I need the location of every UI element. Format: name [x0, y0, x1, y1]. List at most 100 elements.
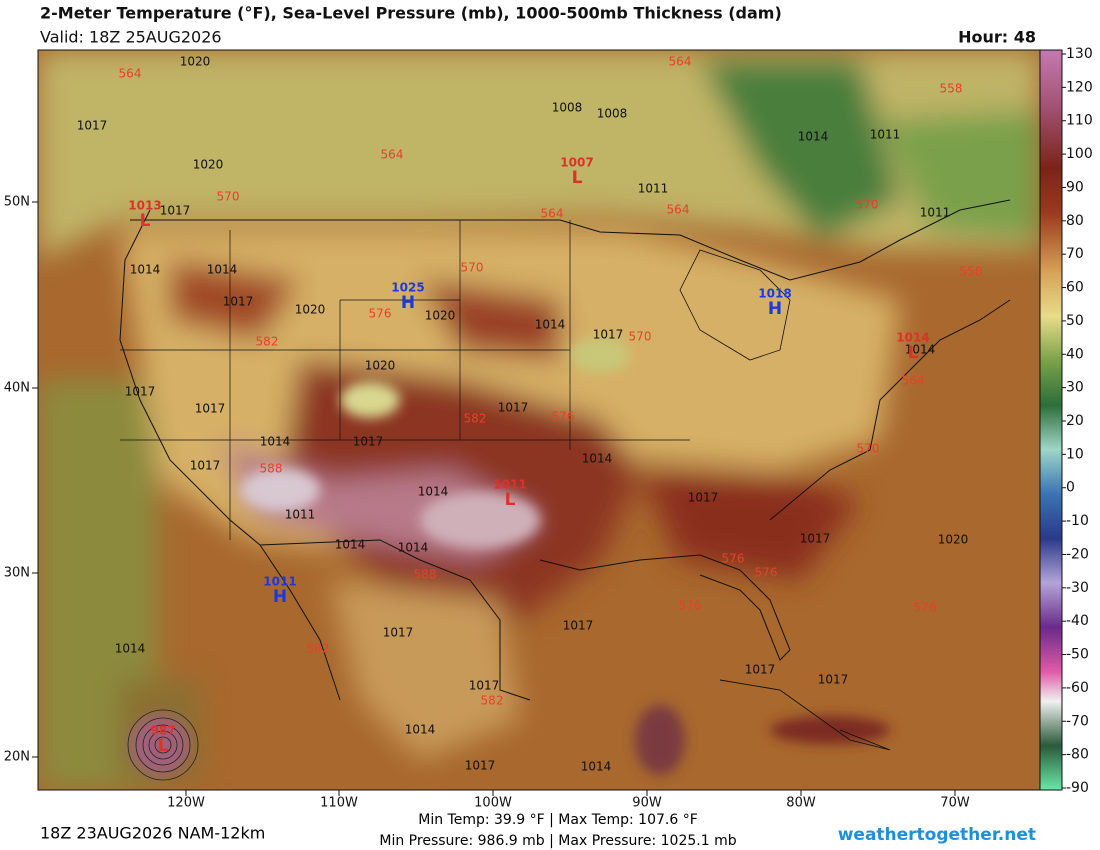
site-credit[interactable]: weathertogether.net — [838, 825, 1036, 845]
boundaries — [119, 199, 1011, 751]
thickness-label: 558 — [960, 265, 983, 279]
cyclone-rings — [127, 709, 199, 781]
colorbar-tick-label: -80 — [1066, 747, 1089, 763]
thickness-label: 564 — [541, 207, 564, 221]
colorbar-tick-label: 70 — [1066, 246, 1084, 262]
thickness-label: 558 — [940, 82, 963, 96]
colorbar-tick-label: 90 — [1066, 179, 1084, 195]
isobar-label: 1017 — [563, 619, 594, 633]
isobar-label: 1014 — [115, 642, 146, 656]
thickness-label: 564 — [902, 374, 925, 388]
colorbar-tick-label: -10 — [1066, 513, 1089, 529]
colorbar-tick-label: -50 — [1066, 647, 1089, 663]
lon-label: 100W — [474, 796, 512, 811]
colorbar-tick-label: 40 — [1066, 346, 1084, 362]
isobar-label: 1017 — [353, 435, 384, 449]
thickness-label: 576 — [679, 599, 702, 613]
lat-label: 30N — [4, 566, 30, 581]
isobar-label: 1017 — [688, 491, 719, 505]
colorbar-tick-label: 130 — [1066, 46, 1093, 62]
isobar-label: 1017 — [745, 663, 776, 677]
isobar-label: 1017 — [190, 459, 221, 473]
lon-label: 80W — [786, 796, 816, 811]
center-pressure: 1025 — [391, 281, 424, 295]
center-symbol: H — [273, 587, 287, 607]
center-symbol: L — [908, 343, 919, 363]
thickness-label: 564 — [669, 55, 692, 69]
isobar-label: 1020 — [295, 303, 326, 317]
isobar-label: 1008 — [552, 101, 583, 115]
colorbar-tick-label: -60 — [1066, 680, 1089, 696]
thickness-label: 570 — [856, 198, 879, 212]
colorbar-tick-label: 20 — [1066, 413, 1084, 429]
colorbar-tick-label: 110 — [1066, 113, 1093, 129]
lat-label: 50N — [4, 195, 30, 210]
colorbar-tick-label: 120 — [1066, 79, 1093, 95]
colorbar-tick-label: -70 — [1066, 713, 1089, 729]
lat-label: 40N — [4, 381, 30, 396]
isobar-label: 1011 — [285, 508, 316, 522]
lon-label: 70W — [940, 796, 970, 811]
center-pressure: 1013 — [128, 199, 161, 213]
map-background: 1020 1017 1020 1017 1014 1014 1017 1020 1020 1014… — [38, 50, 1040, 790]
isobar-label: 1014 — [581, 760, 612, 774]
thickness-label: 570 — [461, 261, 484, 275]
isobar-label: 1008 — [597, 107, 628, 121]
thickness-label: 576 — [369, 307, 392, 321]
isobar-label: 1014 — [798, 130, 829, 144]
center-symbol: L — [572, 168, 583, 188]
isobar-label: 1017 — [77, 119, 108, 133]
isobar-label: 1014 — [398, 541, 429, 555]
isobar-label: 1014 — [582, 452, 613, 466]
thickness-label: 576 — [552, 410, 575, 424]
lon-label: 120W — [167, 796, 205, 811]
isobar-label: 1017 — [818, 673, 849, 687]
isobar-label: 1011 — [638, 182, 669, 196]
center-symbol: H — [401, 293, 415, 313]
thickness-label: 582 — [464, 412, 487, 426]
thickness-label: 576 — [722, 552, 745, 566]
lat-label: 20N — [4, 750, 30, 765]
isobar-label: 1017 — [195, 402, 226, 416]
isobar-label: 1011 — [870, 128, 901, 142]
lon-label: 110W — [320, 796, 358, 811]
center-symbol: H — [768, 299, 782, 319]
colorbar-tick-label: 60 — [1066, 280, 1084, 296]
thickness-label: 582 — [307, 642, 330, 656]
isobar-label: 1020 — [938, 533, 969, 547]
isobar-label: 1014 — [535, 318, 566, 332]
lon-label: 90W — [632, 796, 662, 811]
thickness-label: 588 — [414, 568, 437, 582]
center-pressure: 1011 — [493, 478, 526, 492]
isobar-label: 1020 — [193, 158, 224, 172]
colorbar — [1039, 49, 1063, 791]
colorbar-tick-label: 0 — [1066, 480, 1075, 496]
center-pressure: 1018 — [758, 287, 791, 301]
isobar-label: 1020 — [180, 55, 211, 69]
isobar-label: 1017 — [125, 385, 156, 399]
center-pressure: 1011 — [263, 575, 296, 589]
isobar-label: 1017 — [223, 295, 254, 309]
center-pressure: 987 — [150, 724, 175, 738]
isobar-label: 1014 — [260, 435, 291, 449]
temp-extremes: Min Temp: 39.9 °F | Max Temp: 107.6 °F — [418, 812, 698, 828]
colorbar-tick-label: -90 — [1066, 780, 1089, 796]
isobar-label: 1014 — [207, 263, 238, 277]
colorbar-tick-label: 30 — [1066, 380, 1084, 396]
thickness-label: 582 — [481, 694, 504, 708]
thickness-label: 570 — [857, 442, 880, 456]
thickness-label: 564 — [667, 203, 690, 217]
isobar-label: 1017 — [160, 204, 191, 218]
center-pressure: 1007 — [560, 156, 593, 170]
model-run: 18Z 23AUG2026 NAM-12km — [40, 824, 265, 843]
colorbar-tick-label: 50 — [1066, 313, 1084, 329]
thickness-label: 576 — [914, 601, 937, 615]
isobar-label: 1017 — [593, 328, 624, 342]
isobar-label: 1017 — [469, 679, 500, 693]
isobar-label: 1014 — [130, 263, 161, 277]
colorbar-tick-label: -40 — [1066, 613, 1089, 629]
center-symbol: L — [158, 736, 169, 756]
center-symbol: L — [505, 490, 516, 510]
